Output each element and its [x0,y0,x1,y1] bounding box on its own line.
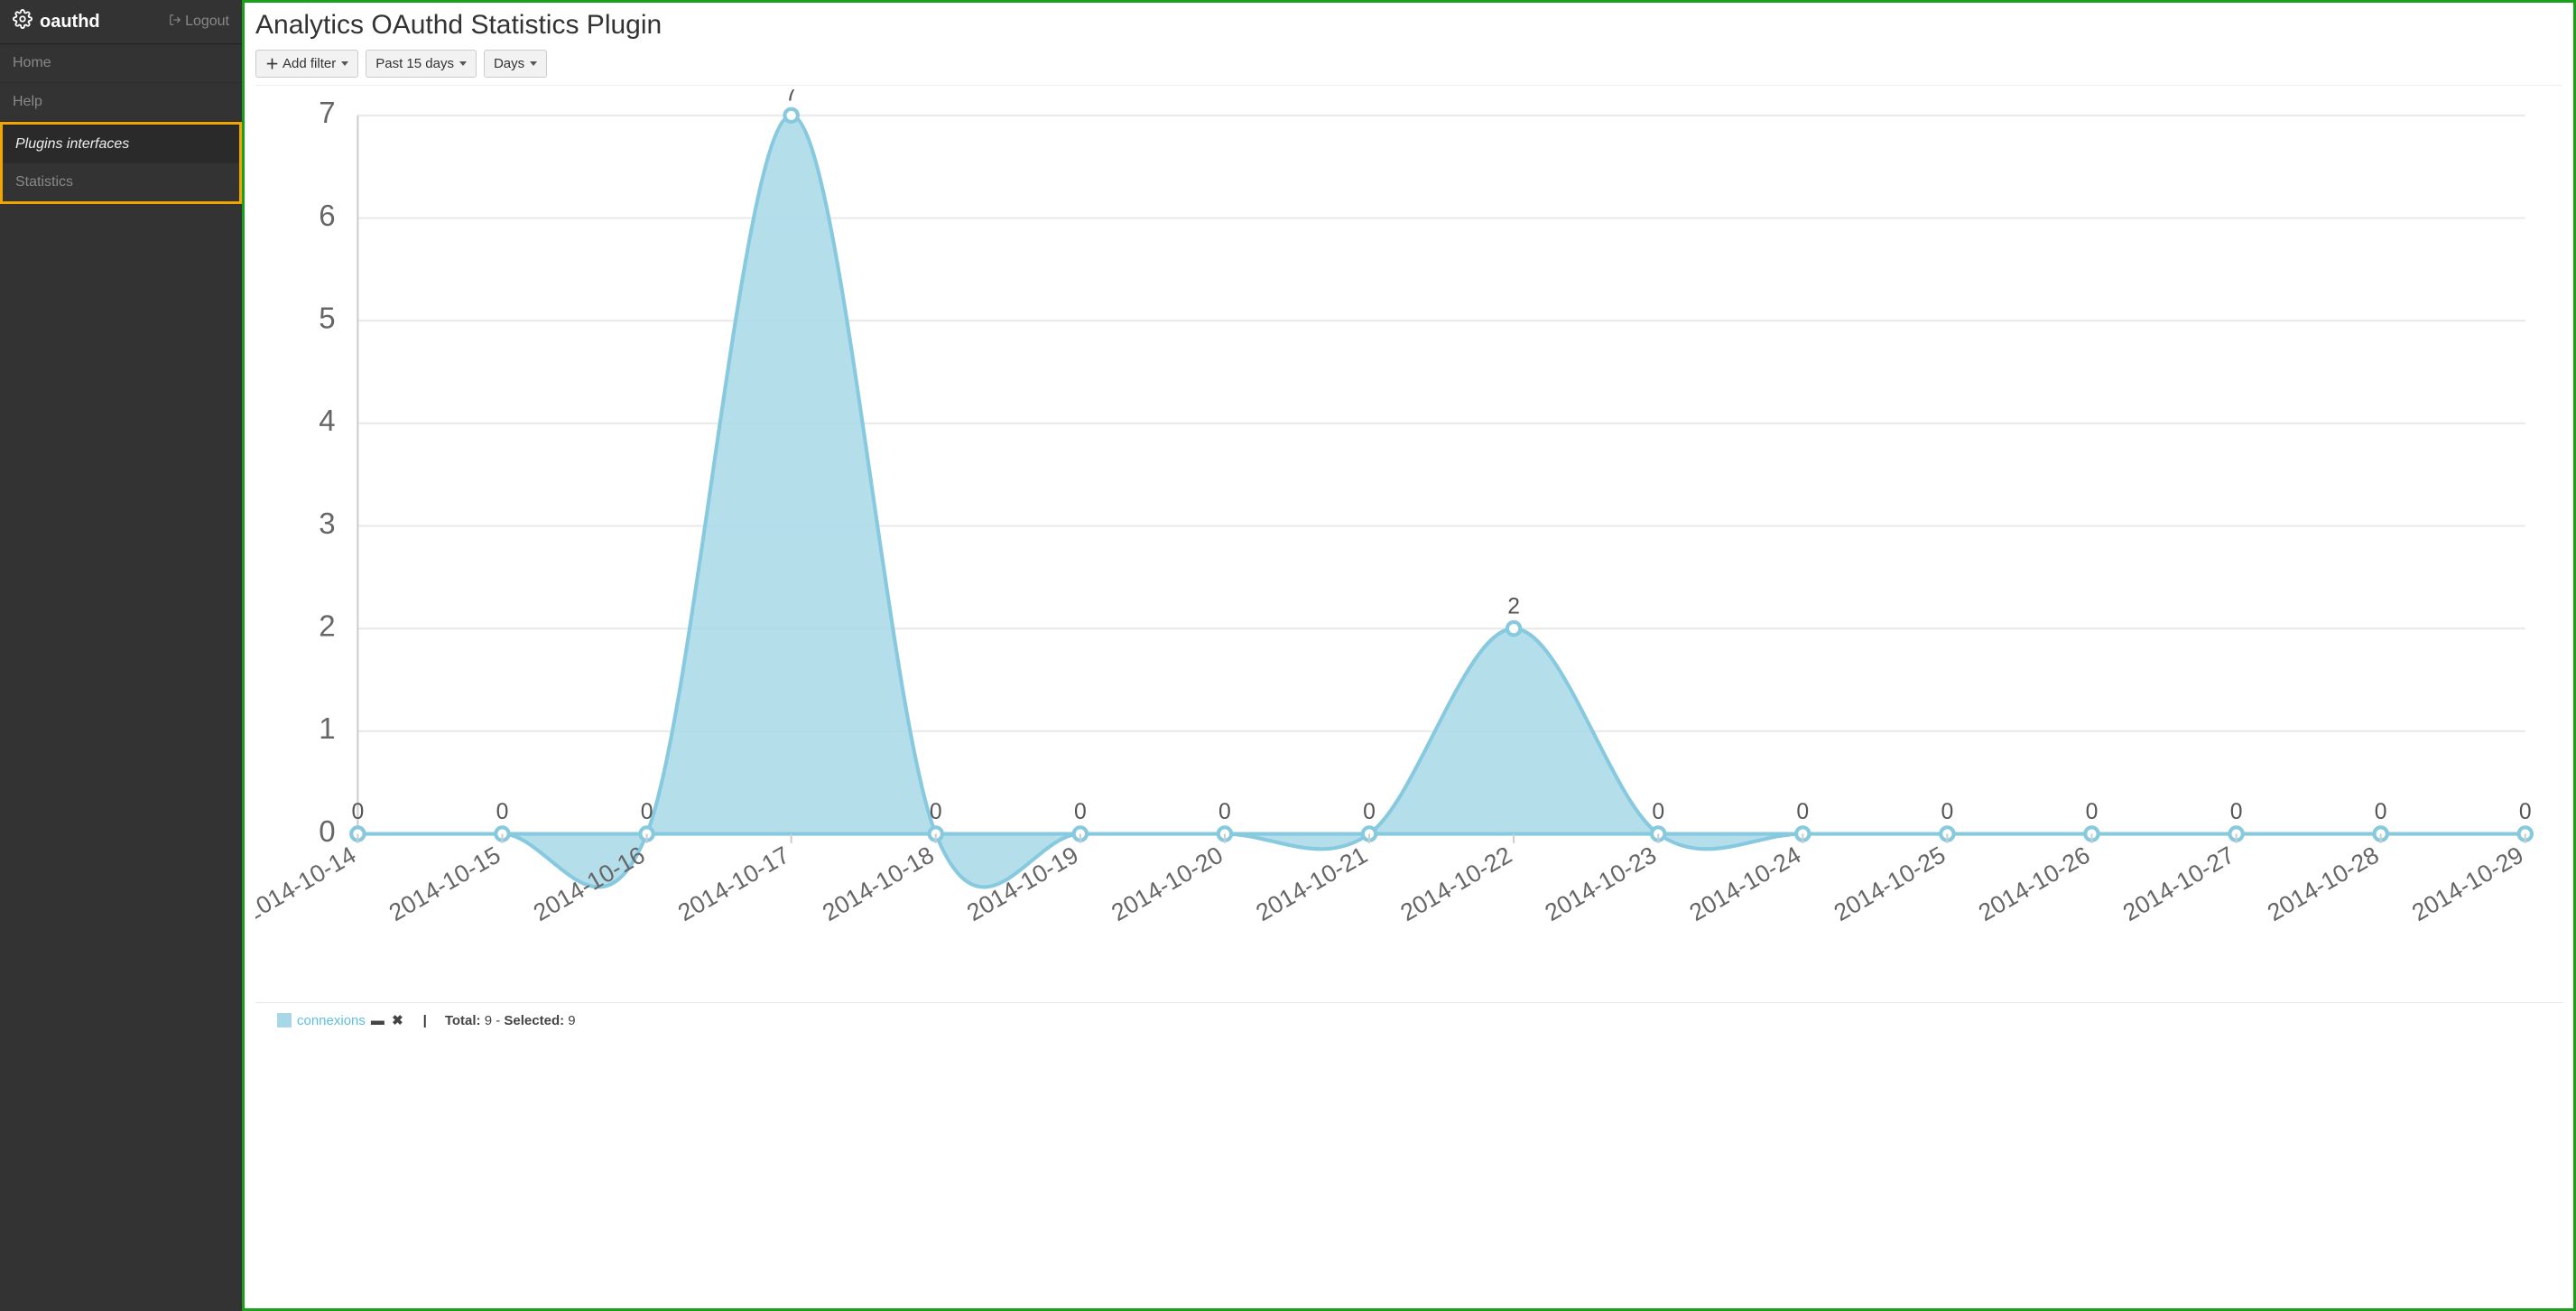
svg-text:0: 0 [1363,800,1376,824]
sidebar-item-statistics[interactable]: Statistics [3,163,239,201]
sidebar-item-home[interactable]: Home [0,44,242,83]
total-value: 9 [485,1013,492,1028]
svg-text:0: 0 [319,814,335,848]
legend-series-name: connexions [297,1013,366,1028]
svg-text:0: 0 [1652,800,1664,824]
minus-icon[interactable]: ▬ [371,1013,386,1028]
logout-label: Logout [185,14,229,30]
total-label: Total: [445,1013,481,1028]
legend-totals: Total: 9 - Selected: 9 [445,1013,576,1028]
sidebar-item-label: Help [13,94,42,109]
legend-series-connexions[interactable]: connexions ▬ ✖ [277,1012,405,1028]
granularity-button[interactable]: Days [484,50,547,78]
svg-text:0: 0 [1219,800,1231,824]
sidebar-item-label: Statistics [15,174,73,190]
svg-text:2: 2 [319,609,335,642]
date-range-button[interactable]: Past 15 days [366,50,477,78]
logout-button[interactable]: Logout [169,14,229,31]
svg-text:4: 4 [319,404,335,437]
legend-series-controls[interactable]: ▬ ✖ [371,1012,405,1028]
close-icon[interactable]: ✖ [392,1013,405,1028]
sidebar-section-title: Plugins interfaces [3,125,239,163]
svg-text:0: 0 [1074,800,1087,824]
svg-text:6: 6 [319,199,335,232]
svg-text:0: 0 [930,800,942,824]
main-panel: Analytics OAuthd Statistics Plugin ＋ Add… [242,0,2576,1311]
svg-text:0: 0 [641,800,653,824]
page-title: Analytics OAuthd Statistics Plugin [255,10,2562,41]
svg-text:0: 0 [352,800,365,824]
sidebar-item-label: Home [13,55,51,70]
granularity-label: Days [494,56,524,71]
add-filter-label: Add filter [283,56,336,71]
date-range-label: Past 15 days [375,56,454,71]
chevron-down-icon [341,61,348,66]
chevron-down-icon [530,61,537,66]
sidebar-plugins-group: Plugins interfaces Statistics [0,122,242,204]
svg-text:0: 0 [2086,800,2099,824]
add-filter-button[interactable]: ＋ Add filter [255,50,358,78]
connexions-chart: 0123456700070000200000002014-10-142014-1… [255,89,2562,982]
selected-label: Selected: [504,1013,564,1028]
gear-icon [13,9,32,34]
svg-text:0: 0 [1941,800,1954,824]
logout-icon [169,14,181,31]
sidebar-item-help[interactable]: Help [0,83,242,122]
svg-text:0: 0 [496,800,509,824]
chart-legend: connexions ▬ ✖ | Total: 9 - Selected: 9 [255,1003,2562,1037]
svg-text:0: 0 [1796,800,1809,824]
selected-value: 9 [568,1013,575,1028]
svg-text:5: 5 [319,301,335,334]
sidebar: oauthd Logout Home Help Plugins interfac… [0,0,242,1311]
svg-text:7: 7 [785,89,798,106]
legend-separator: | [423,1013,427,1028]
sidebar-header: oauthd Logout [0,0,242,44]
svg-text:3: 3 [319,507,335,540]
chevron-down-icon [459,61,467,66]
sidebar-section-title-label: Plugins interfaces [15,136,129,152]
svg-text:0: 0 [2519,800,2532,824]
svg-text:0: 0 [2230,800,2243,824]
svg-text:1: 1 [319,711,335,745]
svg-text:2: 2 [1507,595,1520,619]
brand-label: oauthd [40,12,100,33]
chart-container: 0123456700070000200000002014-10-142014-1… [255,85,2562,1003]
svg-text:0: 0 [2375,800,2387,824]
dash-sep: - [496,1013,500,1028]
plus-icon: ＋ [265,54,279,73]
svg-text:7: 7 [319,96,335,129]
legend-swatch [277,1013,292,1027]
toolbar: ＋ Add filter Past 15 days Days [255,50,2562,78]
brand[interactable]: oauthd [13,9,100,34]
